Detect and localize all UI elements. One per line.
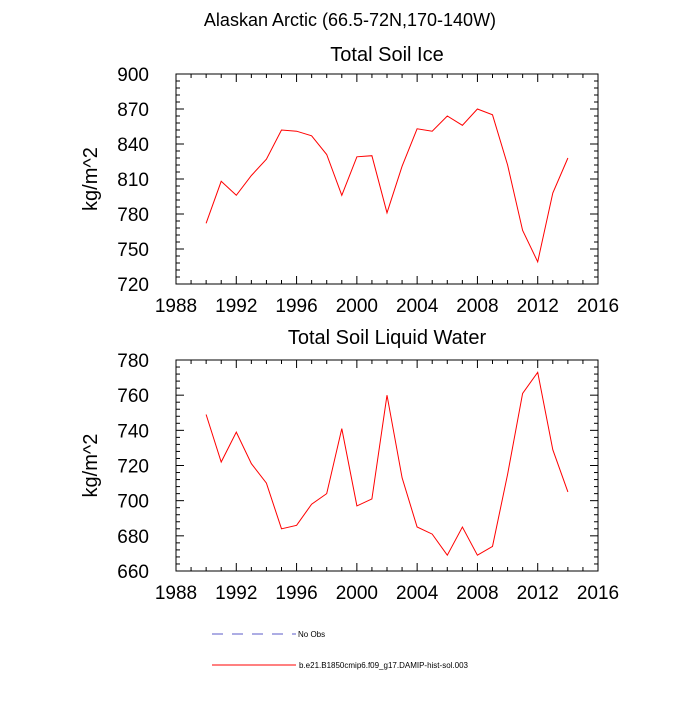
x-tick-label: 2012 <box>517 296 559 317</box>
y-tick-label: 780 <box>117 205 149 226</box>
chart-title: Total Soil Liquid Water <box>288 327 487 349</box>
x-tick-label: 1996 <box>275 583 317 604</box>
figure-suptitle: Alaskan Arctic (66.5-72N,170-140W) <box>203 10 497 30</box>
y-tick-label: 660 <box>117 562 149 583</box>
legend: No Obs b.e21.B1850cmip6.f09_g17.DAMIP-his… <box>212 630 469 670</box>
y-tick-label: 780 <box>117 351 149 372</box>
x-tick-label: 2012 <box>517 583 559 604</box>
chart-title: Total Soil Ice <box>330 44 443 66</box>
y-axis-label: kg/m^2 <box>80 434 102 498</box>
x-tick-label: 2008 <box>456 583 498 604</box>
x-tick-label: 1992 <box>215 296 257 317</box>
y-tick-label: 720 <box>117 457 149 478</box>
legend-label-1: No Obs <box>298 630 325 639</box>
series-line-1 <box>205 371 569 557</box>
y-tick-label: 760 <box>117 386 149 407</box>
x-tick-label: 1988 <box>155 583 197 604</box>
y-tick-label: 700 <box>117 492 149 513</box>
y-tick-label: 750 <box>117 240 149 261</box>
chart-panel-1: Total Soil Ice 1988 1992 1996 2000 2004 2008 20… <box>80 44 619 317</box>
y-tick-label: 720 <box>117 275 149 296</box>
y-tick-label: 810 <box>117 170 149 191</box>
x-tick-label: 2004 <box>396 296 439 317</box>
x-tick-label: 2000 <box>336 296 378 317</box>
y-tick-label: 900 <box>117 65 149 86</box>
y-tick-label: 870 <box>117 100 149 121</box>
y-tick-label: 840 <box>117 135 149 156</box>
x-tick-label: 1988 <box>155 296 197 317</box>
x-tick-label: 1996 <box>275 296 317 317</box>
y-tick-label: 740 <box>117 421 149 442</box>
x-tick-label: 2000 <box>336 583 378 604</box>
x-tick-label: 1992 <box>215 583 257 604</box>
x-tick-label: 2008 <box>456 296 498 317</box>
y-axis-label: kg/m^2 <box>80 147 102 211</box>
series-line-1 <box>205 108 569 264</box>
x-tick-label: 2016 <box>577 583 619 604</box>
y-tick-label: 680 <box>117 527 149 548</box>
x-tick-label: 2004 <box>396 583 439 604</box>
chart-panel-2: Total Soil Liquid Water 1988 1992 1996 2000 2… <box>80 327 619 604</box>
x-tick-label: 2016 <box>577 296 619 317</box>
plot-frame <box>175 359 599 572</box>
plot-frame <box>175 73 599 285</box>
legend-label-2: b.e21.B1850cmip6.f09_g17.DAMIP-hist-sol.… <box>299 661 469 670</box>
